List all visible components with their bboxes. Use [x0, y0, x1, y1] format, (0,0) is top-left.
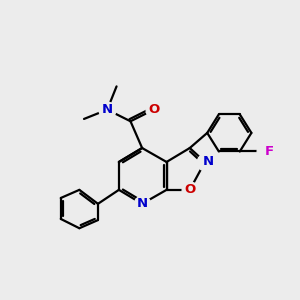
Text: N: N — [102, 103, 113, 116]
Text: N: N — [203, 155, 214, 169]
Text: O: O — [184, 183, 195, 196]
Text: F: F — [264, 145, 273, 158]
Text: O: O — [148, 103, 159, 116]
Text: N: N — [136, 197, 148, 210]
